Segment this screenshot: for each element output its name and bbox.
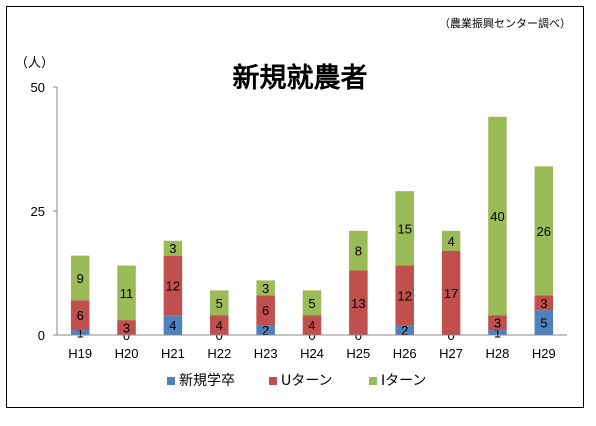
data-label: 3 xyxy=(169,241,176,256)
bar-segment xyxy=(488,330,507,335)
bar-segment xyxy=(302,315,322,335)
data-label: 13 xyxy=(351,296,365,311)
legend-label: 新規学卒 xyxy=(179,373,235,389)
x-tick-label: H23 xyxy=(254,346,278,361)
data-label: 2 xyxy=(401,323,408,338)
x-tick-label: H19 xyxy=(68,346,92,361)
chart-title: 新規就農者 xyxy=(233,62,368,94)
chart-source-note: （農業振興センター調べ） xyxy=(439,16,571,30)
data-label: 9 xyxy=(77,271,84,286)
x-tick-label: H25 xyxy=(346,346,370,361)
bar-segment xyxy=(163,255,183,316)
data-label: 8 xyxy=(355,244,362,259)
x-axis-labels: H19 H20 H21 H22 H23 H24 H25 H26 H27 H28 H29 xyxy=(68,346,555,361)
y-tick-label: 50 xyxy=(31,80,45,95)
data-label: 6 xyxy=(77,308,84,323)
bar-segment xyxy=(441,230,461,251)
bar-segment xyxy=(534,166,554,296)
data-label: 6 xyxy=(262,303,269,318)
x-tick-label: H24 xyxy=(300,346,324,361)
bar-segment xyxy=(210,290,229,316)
bar-segment xyxy=(534,295,554,311)
x-tick-label: H20 xyxy=(115,346,139,361)
data-label: 15 xyxy=(397,221,411,236)
data-label: 11 xyxy=(120,286,134,301)
data-label: 26 xyxy=(537,224,551,239)
bar-segment xyxy=(70,330,90,335)
bar-segment xyxy=(163,240,183,256)
axes xyxy=(53,86,567,336)
data-label: 1 xyxy=(494,326,501,341)
bar-segment xyxy=(70,300,90,331)
bar-segment xyxy=(488,116,507,316)
bar-segment xyxy=(395,191,414,266)
bar-segment xyxy=(256,280,275,296)
data-label: 4 xyxy=(308,318,315,333)
bar-series: 1690311412304526304501382121501741340532… xyxy=(70,116,554,343)
x-tick-label: H22 xyxy=(207,346,231,361)
data-label: 4 xyxy=(447,234,454,249)
x-tick-label: H21 xyxy=(161,346,185,361)
data-label: 5 xyxy=(216,296,223,311)
data-label: 1 xyxy=(77,326,84,341)
legend-swatch xyxy=(167,377,175,385)
data-label: 4 xyxy=(216,318,223,333)
y-axis-unit: （人） xyxy=(15,56,54,71)
x-tick-label: H26 xyxy=(393,346,417,361)
bar-segment xyxy=(256,325,275,335)
bar-segment xyxy=(117,320,136,335)
bar-segment xyxy=(349,230,368,271)
bar-segment xyxy=(210,315,229,335)
legend-label: Iターン xyxy=(381,373,426,389)
x-tick-label: H28 xyxy=(486,346,510,361)
x-tick-label: H29 xyxy=(532,346,556,361)
bar-segment xyxy=(395,325,414,335)
bar-segment xyxy=(117,265,136,321)
bar-segment xyxy=(441,250,461,335)
data-label: 40 xyxy=(490,209,504,224)
bar-segment xyxy=(70,255,90,301)
y-axis-ticks: 0 25 50 xyxy=(31,80,45,343)
bar-segment xyxy=(395,265,414,326)
data-label: 12 xyxy=(166,278,180,293)
bar-segment xyxy=(302,290,322,316)
bar-segment xyxy=(163,315,183,335)
legend: 新規学卒 Uターン Iターン xyxy=(167,373,426,389)
data-label: 3 xyxy=(494,316,501,331)
data-label: 3 xyxy=(540,296,547,311)
data-label: 3 xyxy=(123,321,130,336)
data-label: 17 xyxy=(444,286,458,301)
bar-segment xyxy=(256,295,275,326)
legend-swatch xyxy=(369,377,377,385)
data-label: 12 xyxy=(397,288,411,303)
x-tick-label: H27 xyxy=(439,346,463,361)
legend-swatch xyxy=(269,377,277,385)
data-label: 5 xyxy=(308,296,315,311)
legend-label: Uターン xyxy=(281,373,333,389)
bar-segment xyxy=(534,310,554,335)
data-label: 3 xyxy=(262,281,269,296)
data-label: 2 xyxy=(262,323,269,338)
y-tick-label: 0 xyxy=(38,328,45,343)
bar-segment xyxy=(488,315,507,331)
y-tick-label: 25 xyxy=(31,204,45,219)
data-label: 4 xyxy=(169,318,176,333)
bar-segment xyxy=(349,270,368,335)
data-label: 5 xyxy=(540,316,547,331)
